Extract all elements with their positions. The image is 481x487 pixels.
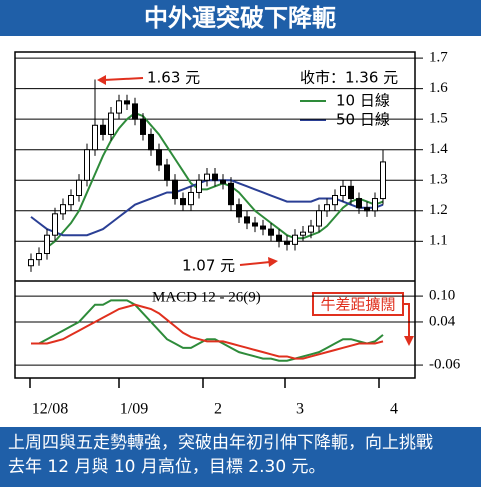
x-tick-label: 4 [390, 401, 398, 418]
candle-body [124, 100, 130, 105]
candle-body [60, 204, 66, 215]
candle-body [140, 118, 146, 135]
annotation: 收市：1.36 元 [300, 69, 398, 87]
candle-body [188, 191, 194, 206]
y-tick-label: 0.10 [429, 288, 455, 304]
candle-body [292, 234, 298, 245]
arrow-head [268, 257, 278, 267]
candle-body [236, 204, 242, 218]
y-tick-label: -0.06 [429, 357, 461, 373]
candle-body [268, 228, 274, 236]
candle-body [228, 182, 234, 206]
x-tick-label: 12/08 [32, 401, 68, 418]
footer-line: 去年 12 月與 10 月高位，目標 2.30 元。 [8, 457, 326, 477]
candle-body [316, 210, 322, 227]
candle-body [116, 100, 122, 114]
candle-body [132, 103, 138, 120]
candle-body [260, 225, 266, 230]
candle-body [244, 216, 250, 224]
candle-body [364, 207, 370, 212]
candle-body [84, 149, 90, 181]
arrow-head [404, 336, 414, 346]
x-tick-label: 1/09 [120, 401, 148, 418]
candle-body [204, 173, 210, 181]
y-tick-label: 1.4 [429, 141, 448, 157]
arrow [403, 303, 410, 338]
annotation: 牛差距擴闊 [320, 296, 395, 314]
y-tick-label: 1.6 [429, 80, 448, 96]
candle-body [52, 213, 58, 236]
series-line [31, 303, 384, 360]
candle-body [92, 124, 98, 151]
header-band [0, 0, 481, 36]
candle-body [44, 234, 50, 255]
y-tick-label: 1.2 [429, 202, 448, 218]
y-tick-label: 0.04 [429, 313, 456, 329]
candle-body [172, 179, 178, 200]
candle-body [156, 149, 162, 166]
page-title: 中外運突破下降軛 [144, 4, 336, 32]
arrow [103, 77, 144, 81]
candle-body [380, 161, 386, 200]
legend-label: 50 日線 [336, 111, 390, 129]
candle-body [148, 133, 154, 151]
annotation: 1.07 元 [182, 257, 235, 275]
y-tick-label: 1.1 [429, 233, 448, 249]
candle-body [108, 112, 114, 135]
candle-body [372, 198, 378, 212]
candle-body [356, 198, 362, 209]
x-tick-label: 2 [214, 401, 222, 418]
x-tick-label: 3 [296, 401, 304, 418]
candle-body [180, 198, 186, 206]
candle-body [196, 179, 202, 193]
candle-body [28, 259, 34, 267]
series-line [31, 299, 384, 362]
candle-body [68, 195, 74, 206]
candle-body [212, 173, 218, 181]
candle-body [284, 240, 290, 245]
panel-title: MACD 12 - 26(9) [152, 289, 261, 305]
candle-body [220, 179, 226, 184]
footer-line: 上周四與五走勢轉強，突破由年初引伸下降軛，向上挑戰 [8, 433, 433, 453]
arrow-head [97, 75, 106, 85]
candle-body [300, 231, 306, 236]
candle-body [164, 164, 170, 181]
candle-body [308, 225, 314, 233]
candle-body [340, 185, 346, 197]
candle-body [36, 253, 42, 261]
candle-body [252, 222, 258, 227]
candle-body [332, 195, 338, 206]
annotation: 1.63 元 [147, 69, 200, 87]
y-tick-label: 1.7 [429, 50, 448, 66]
candle-body [276, 234, 282, 242]
candle-body [76, 179, 82, 197]
candle-body [348, 185, 354, 200]
plot-frame [14, 51, 416, 379]
series-line [46, 111, 384, 249]
candle-body [324, 204, 330, 212]
arrow [239, 261, 271, 266]
legend-label: 10 日線 [336, 92, 390, 110]
footer-band [0, 427, 481, 487]
candle-body [100, 124, 106, 135]
y-tick-label: 1.3 [429, 172, 448, 188]
y-tick-label: 1.5 [429, 111, 448, 127]
